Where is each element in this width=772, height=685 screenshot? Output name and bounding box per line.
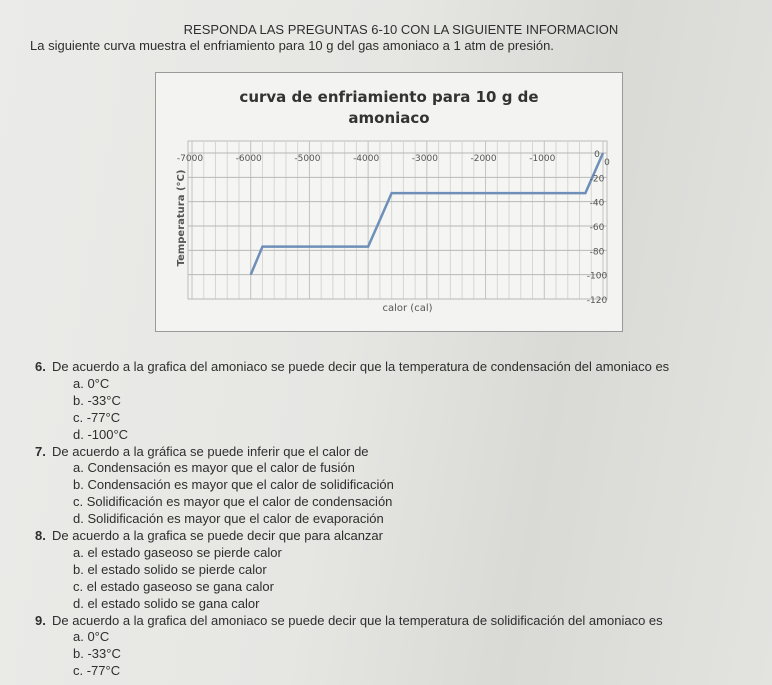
x-tick-label: -4000	[353, 154, 379, 164]
answer-option: c. -77°C	[73, 409, 121, 425]
section-heading: RESPONDA LAS PREGUNTAS 6-10 CON LA SIGUI…	[183, 22, 619, 37]
answer-option: b. -33°C	[73, 392, 121, 408]
question-number: 8.	[35, 528, 46, 543]
answer-option: a. Condensación es mayor que el calor de…	[73, 460, 355, 476]
x-tick-label: 0	[604, 158, 610, 168]
question-text: De acuerdo a la gráfica se puede inferir…	[52, 443, 369, 459]
answer-option: d. -100°C	[73, 426, 129, 442]
x-tick-label: -7000	[177, 154, 203, 164]
x-tick-label: -1000	[529, 154, 555, 164]
answer-option: c. Solidificación es mayor que el calor …	[73, 494, 393, 510]
answer-option: a. el estado gaseoso se pierde calor	[73, 544, 282, 560]
chart-title: curva de enfriamiento para 10 g de amoni…	[156, 87, 622, 129]
y-tick-label: 0	[594, 150, 600, 160]
x-tick-label: -3000	[412, 154, 438, 164]
y-tick-label: -20	[590, 174, 605, 184]
x-tick-label: -5000	[294, 154, 320, 164]
y-tick-label: -80	[590, 247, 605, 257]
question-number: 7.	[35, 443, 46, 459]
question-number: 9.	[35, 612, 46, 628]
answer-option: d. Solidificación es mayor que el calor …	[73, 511, 384, 527]
y-axis-label: Temperatura (°C)	[176, 170, 187, 267]
question-text: De acuerdo a la grafica se puede decir q…	[52, 528, 383, 543]
y-tick-label: -60	[590, 223, 605, 233]
question-text: De acuerdo a la grafica del amoniaco se …	[52, 359, 670, 374]
plot-frame	[187, 140, 608, 300]
answer-option: c. -77°C	[73, 663, 121, 679]
plot-area: -7000 -6000 -5000 -4000 -3000 -2000 -1000 00 -20…	[176, 140, 610, 314]
question-number: 6.	[35, 359, 46, 374]
answer-option: b. Condensación es mayor que el calor de…	[73, 477, 394, 493]
chart-title-line2: amoniaco	[348, 109, 430, 127]
intro-text: La siguiente curva muestra el enfriamien…	[30, 38, 554, 53]
answer-option: a. 0°C	[73, 375, 110, 391]
answer-option: c. el estado gaseoso se gana calor	[73, 578, 274, 594]
cooling-curve-chart: curva de enfriamiento para 10 g de amoni…	[155, 72, 623, 332]
question-text: De acuerdo a la grafica del amoniaco se …	[52, 612, 663, 628]
y-tick-label: -100	[587, 272, 608, 282]
cooling-curve-line	[249, 152, 605, 276]
answer-option: b. el estado solido se pierde calor	[73, 561, 267, 577]
y-tick-label: -40	[590, 199, 605, 209]
x-tick-label: -2000	[470, 154, 496, 164]
chart-title-line1: curva de enfriamiento para 10 g de	[239, 88, 539, 106]
y-tick-label: -120	[587, 296, 608, 306]
answer-option: d. el estado solido se gana calor	[73, 595, 260, 611]
answer-option: b. -33°C	[73, 646, 121, 662]
x-axis-label: calor (cal)	[382, 303, 432, 314]
answer-option: a. 0°C	[73, 629, 110, 645]
x-tick-label: -6000	[236, 154, 262, 164]
